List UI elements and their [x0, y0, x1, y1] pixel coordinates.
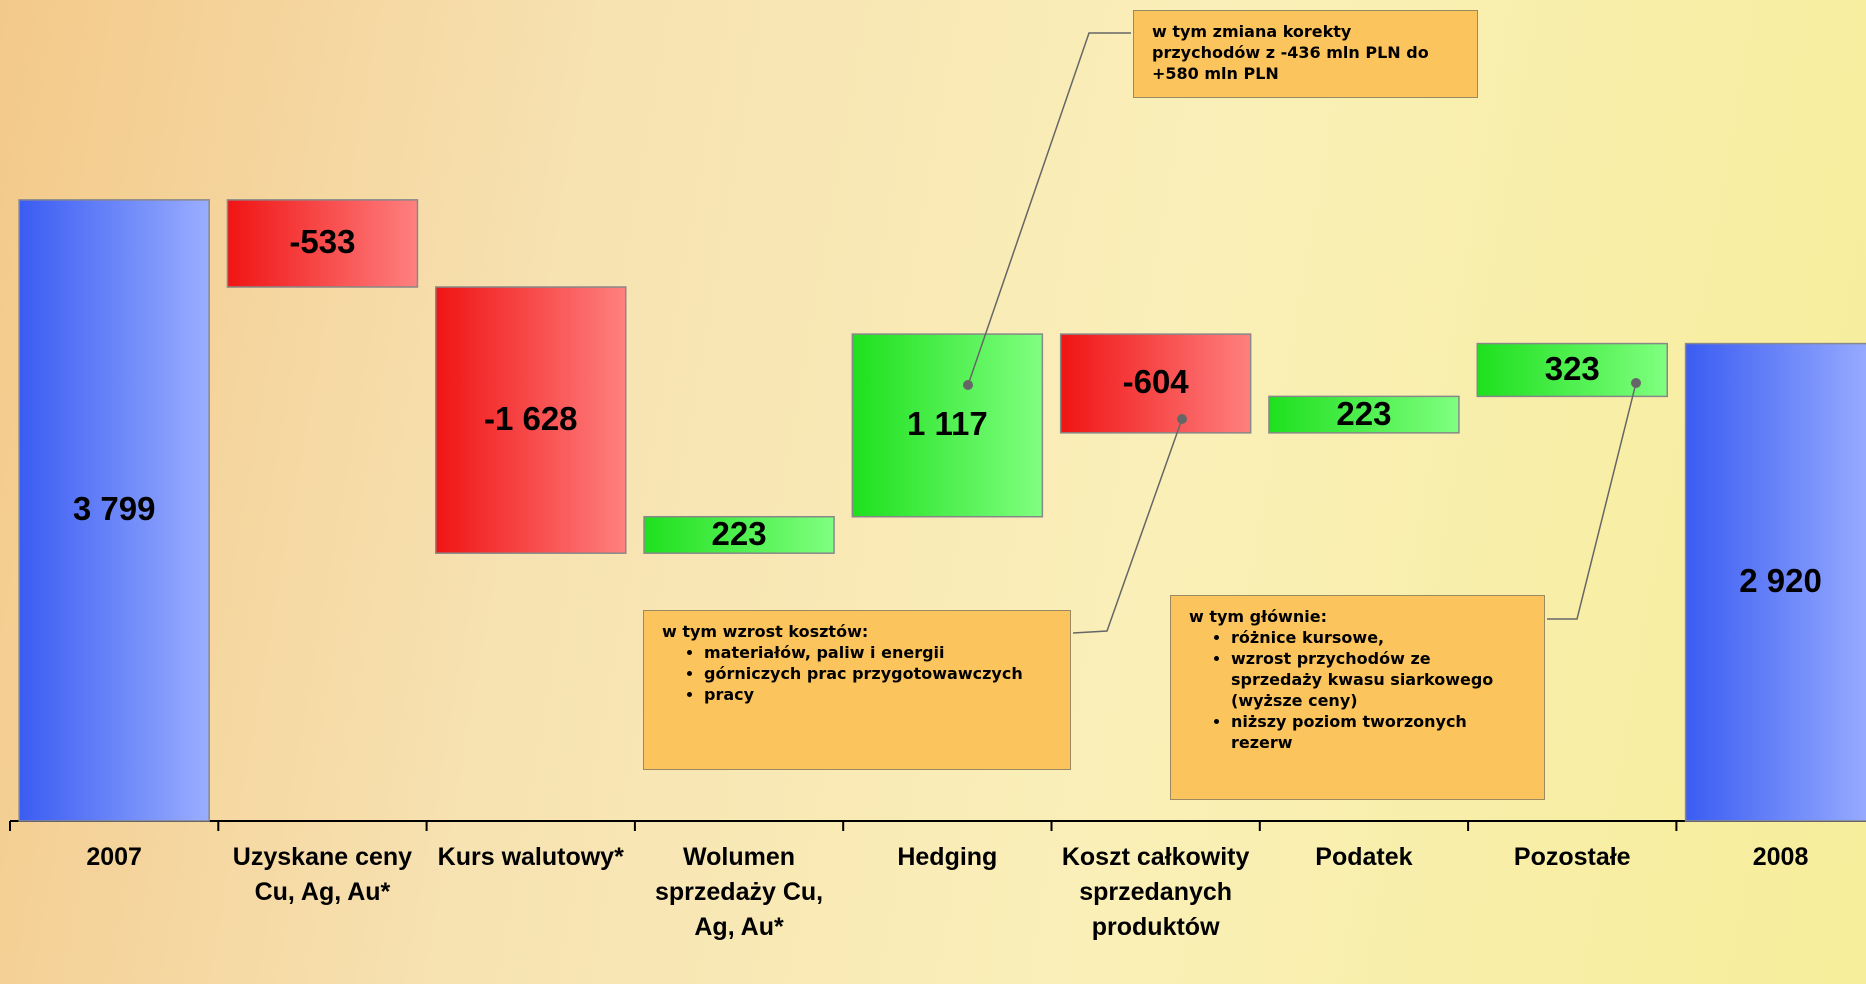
annotation-item: materiałów, paliw i energii — [704, 642, 1052, 663]
bar — [1684, 342, 1866, 822]
x-tick-label: Podatek — [1315, 843, 1413, 871]
x-tick-label: Kurs walutowy* — [437, 843, 624, 871]
leader-line — [1547, 382, 1637, 620]
value-label: -533 — [289, 223, 356, 261]
annotation-text: w tym wzrost kosztów: — [662, 622, 869, 641]
bar — [18, 199, 210, 822]
annotation-text: w tym zmiana korekty przychodów z -436 m… — [1152, 22, 1429, 83]
annotation-item: pracy — [704, 684, 1052, 705]
leader-dot — [1631, 378, 1641, 388]
x-tick-label: Koszt całkowity sprzedanych produktów — [1061, 843, 1250, 941]
x-tick-label: 2008 — [1752, 843, 1809, 871]
value-label: -1 628 — [483, 400, 578, 438]
annotation-box: w tym zmiana korekty przychodów z -436 m… — [1133, 10, 1478, 98]
annotation-list: różnice kursowe,wzrost przychodów ze spr… — [1189, 627, 1526, 753]
annotation-item: wzrost przychodów ze sprzedaży kwasu sia… — [1231, 648, 1526, 711]
annotation-box: w tym wzrost kosztów:materiałów, paliw i… — [643, 610, 1071, 770]
value-label: -604 — [1122, 363, 1189, 401]
annotation-item: niższy poziom tworzonych rezerw — [1231, 711, 1526, 753]
bar — [435, 286, 627, 554]
x-tick-label: Hedging — [897, 843, 998, 871]
bar — [1059, 333, 1252, 434]
annotation-box: w tym głównie:różnice kursowe,wzrost prz… — [1170, 595, 1545, 800]
annotation-item: górniczych prac przygotowawczych — [704, 663, 1052, 684]
x-tick-label: Wolumen sprzedaży Cu, Ag, Au* — [654, 843, 824, 941]
bar — [226, 199, 419, 288]
value-label: 1 117 — [906, 405, 988, 443]
value-label: 323 — [1544, 349, 1600, 387]
leader-dot — [963, 380, 973, 390]
value-label: 2 920 — [1739, 562, 1822, 600]
bar — [1268, 395, 1460, 434]
x-tick-label: 2007 — [86, 843, 142, 871]
leader-dot — [1177, 414, 1187, 424]
annotation-text: w tym głównie: — [1189, 607, 1327, 626]
value-label: 3 799 — [72, 490, 156, 528]
bar — [851, 333, 1044, 518]
x-tick-label: Pozostałe — [1513, 843, 1631, 871]
bar — [643, 515, 835, 554]
value-label: 223 — [711, 514, 767, 552]
annotation-item: różnice kursowe, — [1231, 627, 1526, 648]
leader-line — [967, 32, 1131, 386]
annotation-list: materiałów, paliw i energiigórniczych pr… — [662, 642, 1052, 705]
leader-line — [1072, 418, 1183, 634]
x-tick-label: Uzyskane ceny Cu, Ag, Au* — [232, 843, 413, 906]
value-label: 223 — [1336, 394, 1392, 432]
